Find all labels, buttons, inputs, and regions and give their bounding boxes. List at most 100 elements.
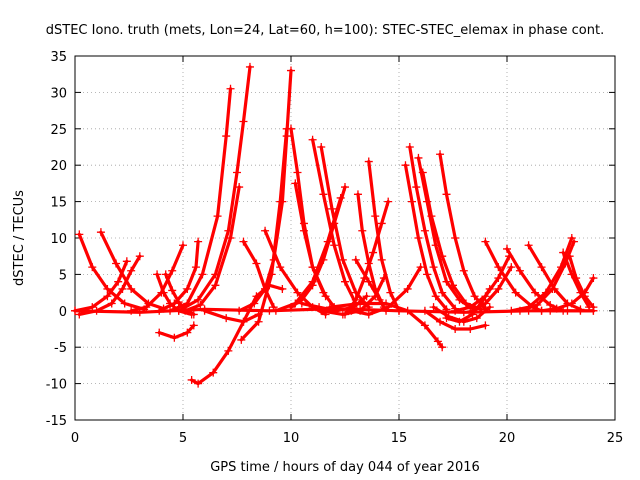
data-point (159, 288, 168, 297)
data-point (276, 263, 285, 272)
data-point (127, 266, 136, 275)
series-line (157, 323, 196, 340)
y-tick-label: 5 (59, 268, 67, 283)
x-tick-label: 20 (499, 431, 516, 446)
data-point (103, 292, 112, 301)
data-point (291, 179, 300, 188)
data-point (442, 190, 451, 199)
data-point (466, 325, 475, 333)
data-point (507, 263, 516, 272)
data-point (353, 190, 362, 199)
data-point (170, 299, 179, 308)
grid-lines (75, 56, 615, 420)
data-point (436, 317, 445, 326)
chart-title: dSTEC Iono. truth (mets, Lon=24, Lat=60,… (46, 23, 604, 38)
data-point (88, 263, 97, 272)
y-tick-label: -15 (46, 414, 67, 429)
data-point (364, 310, 373, 319)
x-tick-label: 15 (391, 431, 408, 446)
series-arc (181, 183, 244, 315)
series-arc (405, 143, 460, 313)
data-point (548, 284, 557, 293)
data-point (451, 234, 460, 242)
data-point (589, 306, 598, 315)
data-point (211, 281, 220, 290)
x-tick-label: 25 (607, 431, 624, 446)
y-tick-label: 15 (50, 196, 67, 211)
data-point (351, 255, 360, 264)
data-point (222, 314, 231, 323)
data-point (589, 274, 598, 283)
data-point (341, 277, 349, 286)
data-point (580, 288, 589, 297)
data-point (494, 274, 503, 283)
data-point (569, 237, 578, 246)
x-tick-label: 0 (71, 431, 79, 446)
series-arc (71, 304, 598, 317)
series-line (438, 152, 487, 311)
y-tick-label: 25 (50, 123, 67, 138)
data-point (239, 317, 248, 326)
data-point (308, 277, 317, 286)
data-point (537, 263, 546, 272)
data-point (319, 288, 328, 297)
data-point (330, 241, 339, 250)
y-tick-label: 10 (50, 232, 67, 247)
data-point (414, 153, 423, 162)
data-point (470, 292, 479, 301)
data-point (189, 310, 198, 319)
data-point (515, 266, 524, 275)
series-arc (174, 62, 254, 315)
data-point (226, 84, 235, 93)
data-point (442, 314, 451, 323)
data-point (364, 259, 373, 268)
data-point (384, 197, 393, 206)
data-point (200, 305, 209, 314)
data-point (127, 284, 136, 293)
data-point (418, 168, 427, 177)
axis-ticks: 0 5 10 15 20 25 -15 -10 -5 0 5 10 15 20 25 30 35 (46, 50, 624, 446)
series-arc (155, 321, 198, 342)
data-point (449, 281, 457, 290)
data-point (362, 292, 371, 301)
data-point (278, 284, 287, 293)
data-point (485, 303, 494, 312)
data-point (436, 150, 445, 159)
data-point (239, 237, 248, 246)
data-point (278, 197, 287, 206)
data-point (364, 277, 373, 286)
series-line (403, 163, 449, 311)
series-line (421, 170, 483, 311)
data-point (135, 308, 144, 317)
data-point (336, 193, 345, 202)
data-point (222, 132, 231, 141)
data-point (308, 135, 317, 144)
data-point (168, 286, 177, 295)
data-point (423, 270, 432, 279)
data-point (194, 379, 203, 388)
data-point (395, 306, 403, 315)
data-point (245, 62, 254, 71)
data-point (330, 304, 339, 313)
data-point (142, 303, 151, 312)
y-tick-label: 35 (50, 50, 67, 65)
data-point (170, 333, 179, 342)
series-arc (71, 257, 131, 315)
data-point (161, 270, 170, 279)
data-point (459, 266, 468, 275)
y-tick-label: 20 (50, 159, 67, 174)
data-point (114, 277, 123, 286)
data-point (481, 292, 490, 301)
data-point (429, 303, 438, 312)
data-point (194, 295, 203, 304)
data-point (405, 143, 414, 151)
data-point (155, 328, 164, 337)
series-line (168, 87, 233, 313)
data-point (265, 306, 274, 315)
data-point (461, 299, 470, 308)
data-point (431, 292, 440, 301)
data-point (183, 284, 192, 293)
data-point (112, 259, 121, 268)
data-point (120, 299, 129, 308)
data-point (297, 299, 306, 308)
